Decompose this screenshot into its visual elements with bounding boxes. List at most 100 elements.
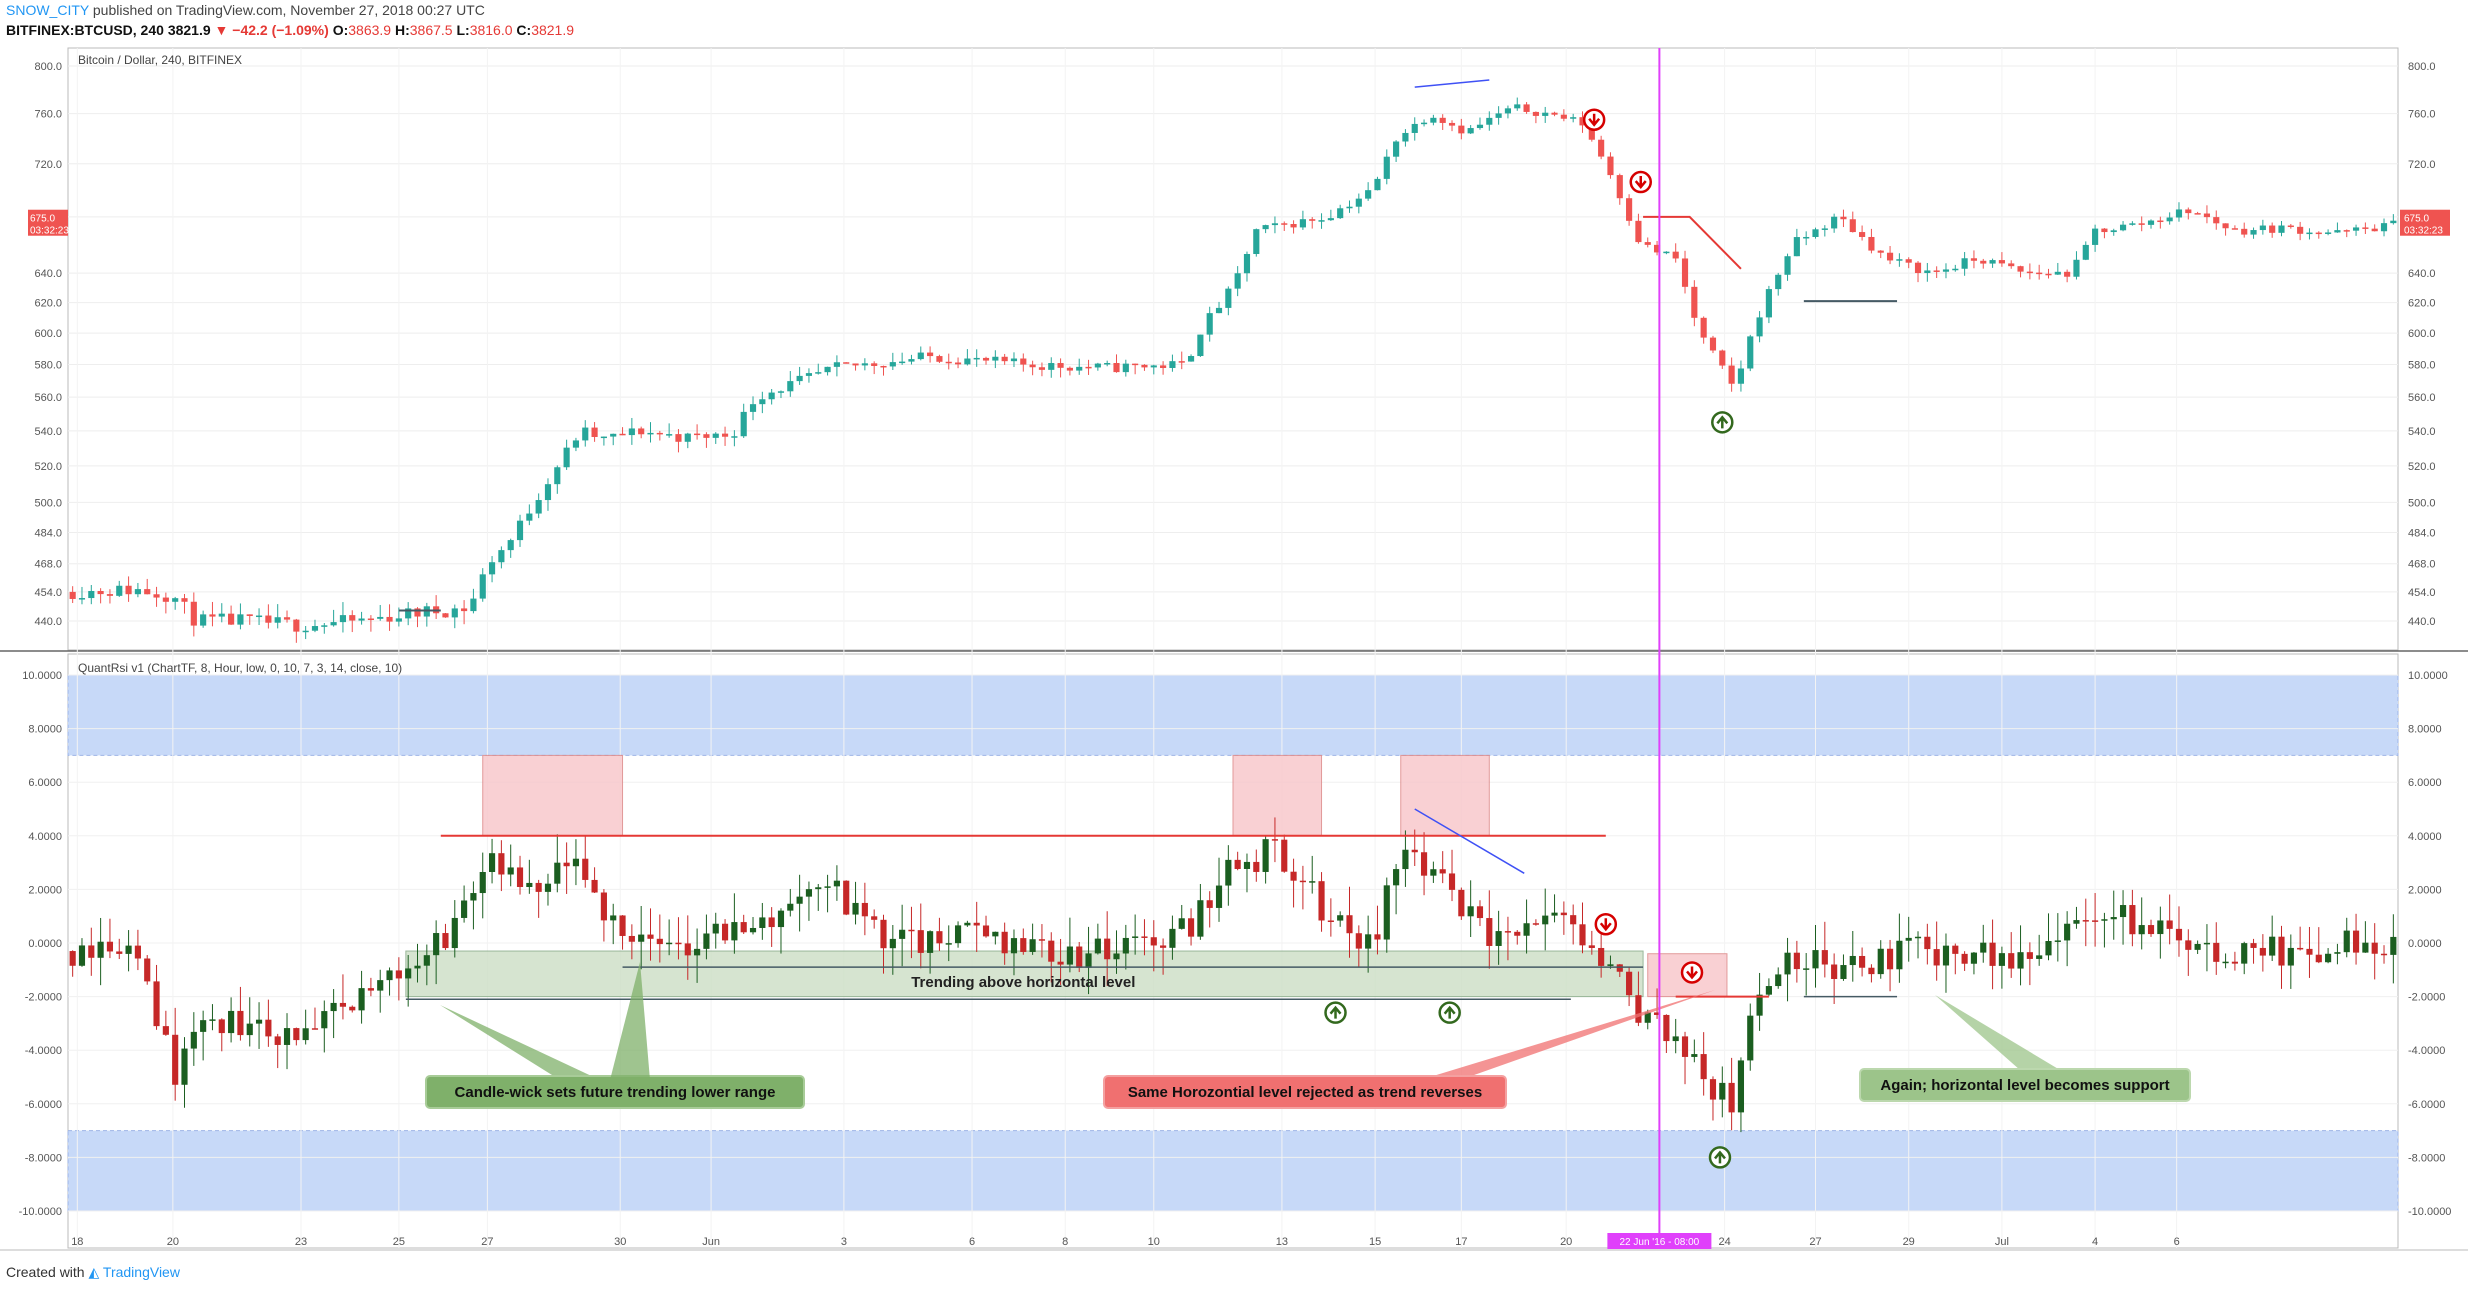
rsi-candle — [1085, 953, 1092, 968]
price-candle — [1914, 262, 1922, 274]
price-candle — [1598, 139, 1605, 157]
price-candle — [1644, 242, 1651, 245]
price-candle — [395, 618, 402, 622]
rsi-candle — [1560, 912, 1567, 916]
low-label: L: — [456, 22, 470, 38]
price-candle — [544, 484, 552, 501]
rsi-candle — [1784, 952, 1791, 975]
rsi-candle — [1374, 934, 1381, 940]
x-tick: 6 — [2174, 1236, 2180, 1248]
price-candle — [684, 433, 691, 442]
price-candle — [1160, 365, 1167, 368]
price-candle — [964, 358, 971, 365]
rsi-candle — [349, 1006, 356, 1011]
price-tick-right: 800.0 — [2408, 61, 2436, 73]
blue-trendline — [1414, 808, 1525, 874]
rsi-candle — [824, 886, 831, 888]
rsi-candle — [97, 941, 104, 958]
price-candle — [777, 391, 785, 393]
buy-signal-icon — [1711, 411, 1734, 434]
price-candle — [2157, 220, 2164, 223]
rsi-candle — [945, 943, 952, 945]
price-candle — [694, 433, 701, 436]
price-candle — [628, 428, 635, 436]
rsi-candle — [2213, 942, 2220, 962]
price-candle — [1243, 253, 1251, 274]
signal-arrow — [1634, 176, 1647, 189]
price-candle — [1299, 219, 1306, 228]
price-candle — [1094, 363, 1101, 368]
price-candle — [442, 613, 449, 618]
price-candle — [1271, 223, 1279, 226]
signal-arrow — [1599, 918, 1612, 932]
rsi-candle — [2036, 955, 2043, 959]
buy-signal-icon — [1708, 1146, 1732, 1169]
rsi-tick-left: -10.0000 — [19, 1206, 62, 1218]
callout-green-pointer — [440, 1005, 600, 1080]
rsi-candle — [2157, 920, 2164, 935]
price-candle — [1560, 114, 1567, 119]
rsi-candle — [1570, 915, 1577, 925]
rsi-candle — [1113, 953, 1120, 960]
tradingview-link[interactable]: TradingView — [102, 1264, 180, 1280]
x-tick: 24 — [1719, 1236, 1731, 1248]
rsi-candle — [2325, 953, 2332, 963]
rsi-candle — [610, 915, 617, 921]
rsi-candle — [1737, 1060, 1745, 1113]
rsi-candle — [1681, 1036, 1689, 1057]
rsi-candle — [1010, 938, 1018, 954]
price-candle — [2203, 213, 2211, 218]
high-value: 3867.5 — [409, 22, 453, 38]
callout-green-text: Candle-wick sets future trending lower r… — [455, 1084, 776, 1101]
rsi-tick-right: 2.0000 — [2408, 884, 2442, 896]
price-tick-right: 760.0 — [2408, 109, 2436, 121]
price-candle — [2241, 228, 2248, 235]
signal-arrow — [1443, 1005, 1456, 1019]
rsi-candle — [2315, 954, 2322, 963]
price-tick-left: 500.0 — [34, 497, 62, 509]
price-candle — [1840, 216, 1847, 220]
rsi-candle — [1728, 1082, 1735, 1113]
price-candle — [1104, 362, 1111, 365]
rsi-tick-left: 10.0000 — [22, 670, 62, 682]
price-candle — [265, 615, 272, 623]
price-candle — [1831, 216, 1838, 229]
price-candle — [982, 357, 990, 361]
author-link[interactable]: SNOW_CITY — [6, 2, 89, 18]
rsi-candle — [917, 930, 924, 953]
rsi-candle — [2194, 943, 2201, 950]
rsi-candle — [2334, 952, 2341, 954]
open-label: O: — [332, 22, 349, 38]
rsi-candle — [1747, 1015, 1754, 1061]
rsi-tick-right: 10.0000 — [2408, 670, 2448, 682]
rsi-candle — [1775, 974, 1782, 987]
price-candle — [1523, 104, 1530, 112]
rsi-candle — [768, 917, 775, 928]
rsi-tick-left: -4.0000 — [25, 1045, 62, 1057]
symbol-info: BITFINEX:BTCUSD, 240 3821.9 ▼ −42.2 (−1.… — [6, 22, 574, 38]
rsi-candle — [190, 1031, 197, 1049]
x-tick: 30 — [614, 1236, 626, 1248]
price-candle — [451, 608, 458, 618]
price-candle — [1113, 362, 1120, 373]
rsi-candle — [1225, 859, 1232, 886]
rsi-candle — [666, 942, 673, 945]
rsi-candle — [1644, 1012, 1651, 1023]
price-candle — [367, 618, 374, 621]
rsi-tick-right: 6.0000 — [2408, 777, 2442, 789]
price-candle — [666, 434, 673, 436]
price-candle — [2082, 244, 2089, 260]
price-candle — [1402, 132, 1409, 142]
price-candle — [255, 615, 263, 618]
price-tick-right: 440.0 — [2408, 616, 2436, 628]
rsi-candle — [116, 951, 123, 954]
rsi-candle — [255, 1019, 263, 1024]
price-candle — [1393, 141, 1400, 157]
price-candle — [2138, 223, 2145, 225]
rsi-candle — [144, 958, 151, 982]
price-candle — [1719, 350, 1726, 366]
price-candle — [237, 614, 244, 625]
price-candle — [1309, 219, 1316, 221]
rsi-candle — [749, 927, 757, 933]
